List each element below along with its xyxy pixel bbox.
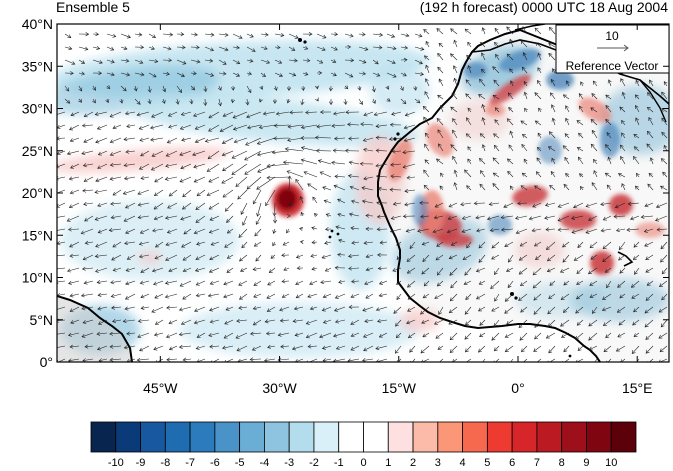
colorbar-label: 8 xyxy=(559,457,565,469)
colorbar-label: -6 xyxy=(210,457,220,469)
colorbar-label: -2 xyxy=(309,457,319,469)
colorbar-label: -9 xyxy=(136,457,146,469)
lat-tick-label: 30°N xyxy=(22,101,53,117)
colorbar: -10 -9 -8 -7 -6 -5 -4 -3 -2 -1 0 1 2 3 4 5 6 7 8 9 10 xyxy=(90,421,637,469)
reference-vector-label: Reference Vector xyxy=(566,59,659,73)
lon-tick-label: 30°W xyxy=(262,380,297,396)
lat-tick-label: 20°N xyxy=(22,185,53,201)
lon-tick-label: 15°W xyxy=(382,380,417,396)
lat-tick-label: 0° xyxy=(40,354,53,370)
lat-tick-label: 5°N xyxy=(30,312,54,328)
map-plot-area xyxy=(57,24,669,362)
anomaly-shading-strong xyxy=(272,48,665,275)
colorbar-swatch xyxy=(412,421,439,453)
colorbar-label: -3 xyxy=(284,457,294,469)
colorbar-swatch xyxy=(214,421,241,453)
colorbar-swatch xyxy=(437,421,463,453)
colorbar-label: 3 xyxy=(435,457,441,469)
colorbar-label: 7 xyxy=(534,457,540,469)
colorbar-label: 10 xyxy=(605,457,617,469)
colorbar-swatch xyxy=(115,421,141,453)
colorbar-label: 9 xyxy=(583,457,589,469)
longitude-axis: 45°W 30°W 15°W 0° 15°E xyxy=(143,24,652,396)
lat-tick-label: 15°N xyxy=(22,227,53,243)
anomaly-shading-light xyxy=(57,40,669,358)
colorbar-swatch xyxy=(561,421,587,453)
map-title-left: Ensemble 5 xyxy=(56,0,130,15)
colorbar-label: 2 xyxy=(410,457,416,469)
colorbar-swatch xyxy=(338,421,364,453)
colorbar-swatch xyxy=(189,421,216,453)
lat-tick-label: 35°N xyxy=(22,58,53,74)
colorbar-label: -7 xyxy=(185,457,195,469)
colorbar-label: 5 xyxy=(484,457,490,469)
colorbar-swatch xyxy=(313,421,340,453)
colorbar-swatch xyxy=(586,421,612,453)
colorbar-label: 1 xyxy=(385,457,391,469)
coastlines xyxy=(57,24,669,362)
colorbar-label: -10 xyxy=(108,457,124,469)
lat-tick-label: 10°N xyxy=(22,270,53,286)
colorbar-swatch xyxy=(536,421,563,453)
colorbar-swatch xyxy=(511,421,538,453)
colorbar-swatch xyxy=(164,421,191,453)
map-title-right: (192 h forecast) 0000 UTC 18 Aug 2004 xyxy=(419,0,668,15)
reference-vector-box: 10 Reference Vector xyxy=(555,24,670,74)
lon-tick-label: 0° xyxy=(511,380,524,396)
lon-tick-label: 45°W xyxy=(143,380,178,396)
colorbar-swatch xyxy=(90,421,117,453)
colorbar-swatch xyxy=(387,421,414,453)
latitude-axis: 0° 5°N 10°N 15°N 20°N 25°N 30°N 35°N 40°N xyxy=(22,16,669,370)
colorbar-label: -8 xyxy=(160,457,170,469)
colorbar-swatch xyxy=(486,421,513,453)
colorbar-swatch xyxy=(264,421,290,453)
colorbar-label: -5 xyxy=(235,457,245,469)
colorbar-swatch xyxy=(363,421,389,453)
colorbar-swatch xyxy=(462,421,488,453)
colorbar-label: -4 xyxy=(260,457,270,469)
colorbar-swatch xyxy=(239,421,265,453)
colorbar-label: -1 xyxy=(334,457,344,469)
lat-tick-label: 25°N xyxy=(22,143,53,159)
reference-vector-value: 10 xyxy=(605,29,619,43)
colorbar-swatch xyxy=(610,421,637,453)
colorbar-label: 4 xyxy=(460,457,466,469)
colorbar-swatch xyxy=(288,421,315,453)
colorbar-label: 0 xyxy=(360,457,366,469)
colorbar-swatch xyxy=(140,421,166,453)
lon-tick-label: 15°E xyxy=(622,380,653,396)
lat-tick-label: 40°N xyxy=(22,16,53,32)
colorbar-label: 6 xyxy=(509,457,515,469)
